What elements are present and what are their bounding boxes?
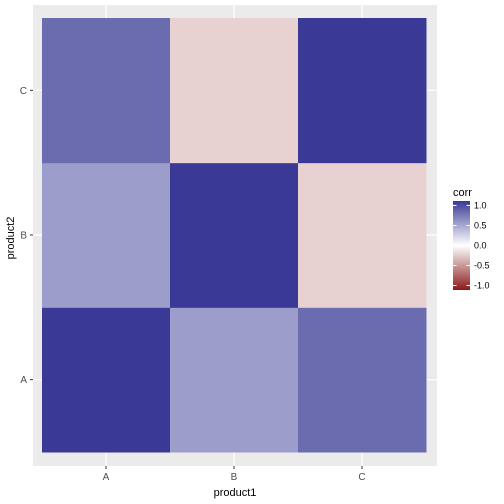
y-tick-label: A [20,375,27,386]
heatmap-cell-C-A [298,307,427,453]
x-axis: A B C [103,466,366,483]
x-axis-title: product1 [214,487,257,499]
y-axis: A B C [20,86,33,386]
heatmap-cell-A-A [42,307,171,453]
heatmap-cell-A-B [42,162,171,308]
heatmap-cell-B-C [170,18,299,164]
heatmap-cell-C-B [298,162,427,308]
x-tick-label: A [103,472,110,483]
legend-tick-label: 1.0 [474,201,487,211]
x-tick-label: C [358,472,365,483]
y-tick-label: C [20,86,27,97]
legend-tick-label: -0.5 [474,261,490,271]
legend: corr 1.0 0.5 0.0 -0.5 -1.0 [453,187,490,291]
heatmap-cell-C-C [298,18,427,164]
legend-tick-label: -1.0 [474,281,490,291]
y-axis-title: product2 [5,217,17,260]
legend-ticks: 1.0 0.5 0.0 -0.5 -1.0 [453,201,490,291]
legend-tick-label: 0.5 [474,221,487,231]
heatmap-cell-A-C [42,18,171,164]
heatmap-cells [42,18,427,453]
legend-tick-label: 0.0 [474,241,487,251]
heatmap-cell-B-A [170,307,299,453]
legend-colorbar [453,201,470,290]
x-tick-label: B [231,472,238,483]
legend-title: corr [453,187,472,199]
heatmap-cell-B-B [170,162,299,308]
y-tick-label: B [20,231,27,242]
